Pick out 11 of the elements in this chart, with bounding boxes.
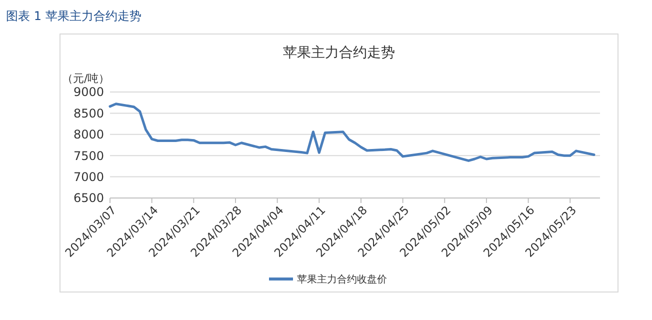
line-series [108, 102, 596, 162]
y-tick-label: 8000 [73, 128, 104, 142]
chart-title: 苹果主力合约走势 [283, 45, 395, 61]
y-axis-title: （元/吨） [62, 72, 110, 85]
legend-label: 苹果主力合约收盘价 [297, 274, 387, 286]
y-tick-label: 7000 [73, 170, 104, 184]
y-tick-label: 9000 [73, 85, 104, 100]
y-tick-label: 8500 [73, 106, 104, 120]
text: 图表 1 苹果主力合约走势 [6, 9, 142, 23]
y-tick-label: 7500 [73, 148, 104, 163]
y-tick-label: 6500 [73, 191, 104, 206]
